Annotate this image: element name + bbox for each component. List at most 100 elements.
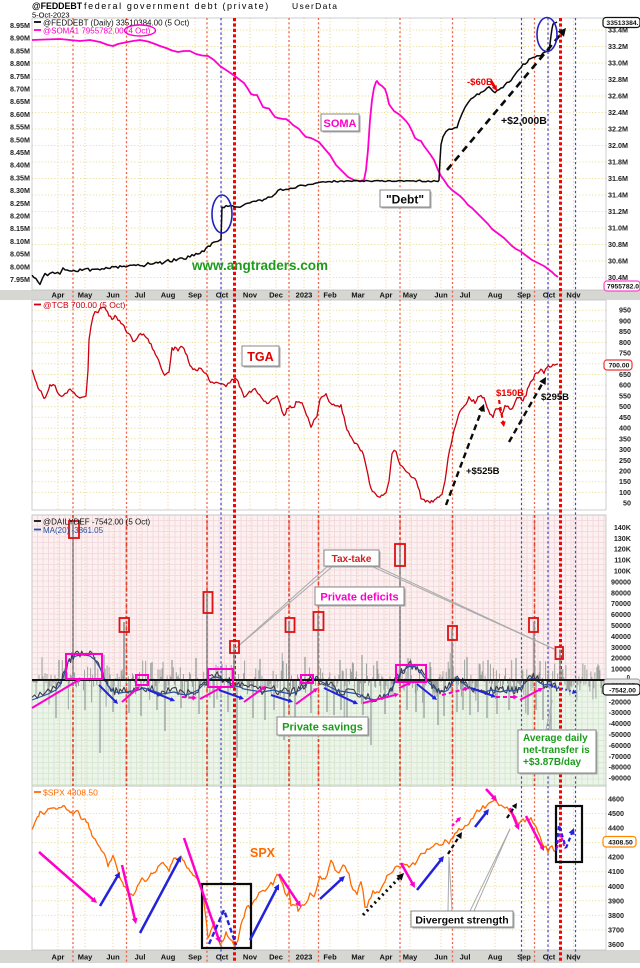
svg-text:50: 50 [623,499,631,508]
svg-text:140K: 140K [614,523,632,532]
svg-text:8.10M: 8.10M [10,237,30,246]
svg-text:2023: 2023 [296,291,313,300]
svg-text:400: 400 [619,424,631,433]
svg-text:Apr: Apr [52,291,65,300]
svg-text:Oct: Oct [543,291,556,300]
svg-text:31.6M: 31.6M [608,174,628,183]
svg-text:33.4M: 33.4M [608,26,628,35]
svg-text:30.8M: 30.8M [608,240,628,249]
svg-text:@DAILYDEF -7542.00 (5 Oct): @DAILYDEF -7542.00 (5 Oct) [43,518,150,527]
svg-text:Private savings: Private savings [282,722,363,734]
svg-text:850: 850 [619,327,631,336]
svg-text:Mar: Mar [351,953,364,962]
svg-text:7.95M: 7.95M [10,275,30,284]
svg-text:150: 150 [619,477,631,486]
svg-text:30000: 30000 [611,643,631,652]
svg-text:Oct: Oct [216,291,229,300]
svg-text:$295B: $295B [541,392,569,403]
svg-text:+$3.87B/day: +$3.87B/day [523,757,582,768]
svg-text:30.4M: 30.4M [608,273,628,282]
svg-text:7955782.0: 7955782.0 [607,283,639,290]
svg-text:Oct: Oct [216,953,229,962]
svg-text:750: 750 [619,349,631,358]
svg-text:3900: 3900 [608,896,624,905]
svg-text:$SPX 4308.50: $SPX 4308.50 [43,788,98,798]
svg-text:8.95M: 8.95M [10,21,30,30]
svg-text:8.70M: 8.70M [10,85,30,94]
svg-text:60000: 60000 [611,610,631,619]
svg-text:-7542.00: -7542.00 [609,687,636,694]
svg-text:Nov: Nov [243,953,258,962]
svg-text:10000: 10000 [611,665,631,674]
svg-text:SOMA: SOMA [324,118,357,130]
svg-text:Feb: Feb [323,953,337,962]
svg-text:32.4M: 32.4M [608,108,628,117]
svg-text:Apr: Apr [380,291,393,300]
svg-text:MA(20) -3861.05: MA(20) -3861.05 [43,526,104,535]
svg-text:800: 800 [619,338,631,347]
svg-text:4500: 4500 [608,809,624,818]
svg-text:120K: 120K [614,545,632,554]
svg-text:Apr: Apr [380,953,393,962]
svg-text:Jul: Jul [135,291,146,300]
svg-text:-20000: -20000 [609,697,631,706]
svg-text:8.55M: 8.55M [10,123,30,132]
svg-text:@SOMA1 7955782.00 (4 Oct): @SOMA1 7955782.00 (4 Oct) [43,27,151,36]
svg-text:100: 100 [619,488,631,497]
svg-text:@FEDDEBT (Daily) 33510384.00 (: @FEDDEBT (Daily) 33510384.00 (5 Oct) [43,19,190,28]
svg-text:3600: 3600 [608,940,624,949]
svg-text:Dec: Dec [269,953,283,962]
svg-text:20000: 20000 [611,654,631,663]
svg-text:Average daily: Average daily [523,733,588,744]
svg-text:4400: 4400 [608,824,624,833]
svg-text:8.20M: 8.20M [10,212,30,221]
svg-text:Jun: Jun [434,291,448,300]
svg-text:8.35M: 8.35M [10,173,30,182]
svg-text:Tax-take: Tax-take [332,554,372,565]
svg-text:650: 650 [619,370,631,379]
svg-text:Sep: Sep [188,291,202,300]
svg-text:May: May [403,953,418,962]
svg-text:33513384.: 33513384. [606,20,638,27]
svg-text:-90000: -90000 [609,774,631,783]
svg-text:32.2M: 32.2M [608,125,628,134]
svg-text:90000: 90000 [611,577,631,586]
svg-text:8.60M: 8.60M [10,110,30,119]
svg-text:8.85M: 8.85M [10,46,30,55]
svg-text:Nov: Nov [243,291,258,300]
svg-text:May: May [403,291,418,300]
svg-text:33.0M: 33.0M [608,59,628,68]
svg-text:-50000: -50000 [609,730,631,739]
svg-text:8.65M: 8.65M [10,97,30,106]
svg-text:3700: 3700 [608,926,624,935]
svg-text:4308.50: 4308.50 [608,839,633,846]
svg-text:8.15M: 8.15M [10,224,30,233]
svg-text:-70000: -70000 [609,752,631,761]
svg-text:200: 200 [619,467,631,476]
svg-text:Jul: Jul [460,953,471,962]
svg-text:8.05M: 8.05M [10,250,30,259]
svg-text:32.8M: 32.8M [608,75,628,84]
svg-text:UserData: UserData [292,1,338,11]
svg-text:2023: 2023 [296,953,313,962]
svg-text:May: May [78,953,93,962]
svg-text:SPX: SPX [250,846,276,860]
svg-text:70000: 70000 [611,599,631,608]
svg-text:-30000: -30000 [609,708,631,717]
svg-text:Mar: Mar [351,291,364,300]
svg-text:net-transfer is: net-transfer is [523,745,590,756]
svg-text:8.50M: 8.50M [10,135,30,144]
svg-text:4000: 4000 [608,882,624,891]
svg-text:950: 950 [619,306,631,315]
svg-text:4100: 4100 [608,867,624,876]
svg-text:Feb: Feb [323,291,337,300]
svg-text:100K: 100K [614,567,632,576]
svg-text:8.80M: 8.80M [10,59,30,68]
svg-text:Aug: Aug [488,953,503,962]
svg-text:Sep: Sep [188,953,202,962]
svg-text:-$60B: -$60B [467,77,493,88]
svg-text:-60000: -60000 [609,741,631,750]
svg-text:Jul: Jul [460,291,471,300]
svg-text:Aug: Aug [161,953,176,962]
svg-text:300: 300 [619,445,631,454]
